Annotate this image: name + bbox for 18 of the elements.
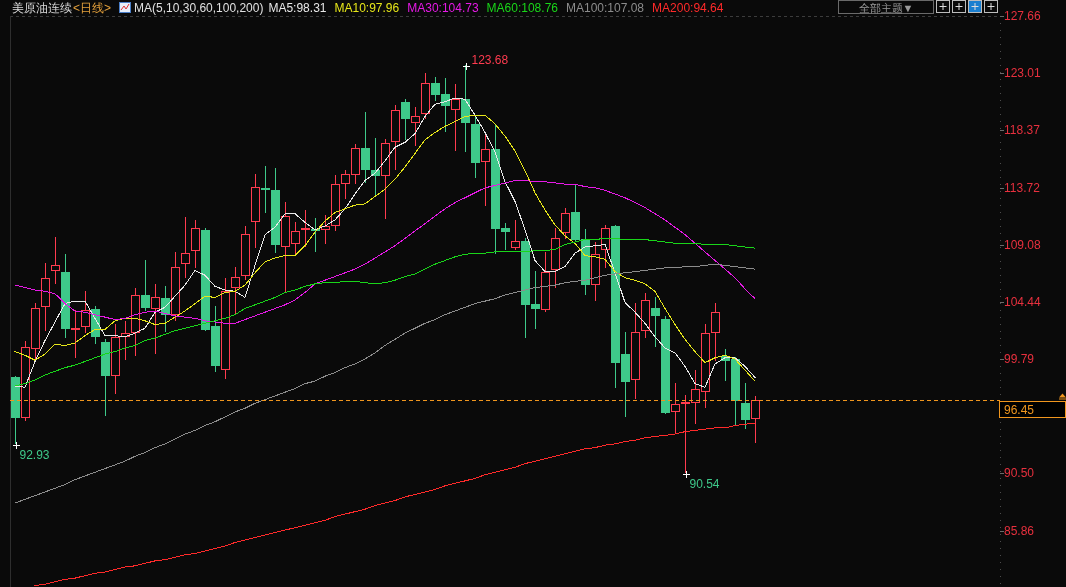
value-label: 123.68 [471,52,509,67]
y-tick-label: 104.44 [1004,294,1042,309]
value-label: 92.93 [19,447,50,462]
y-tick-label: 123.01 [1004,66,1042,81]
ref-line-label: 96.45 [1004,403,1035,417]
y-tick-label: 113.72 [1004,180,1041,195]
y-tick-label: 109.08 [1004,237,1042,252]
title: 美原油连续 [12,0,72,15]
y-tick-label: 127.66 [1004,9,1042,23]
y-tick-label: 118.37 [1004,123,1041,138]
subtitle: <日线> [73,0,111,15]
button: 全部主题▼ [838,0,934,14]
ref-label: 96.45 [999,401,1066,418]
y-tick-label: 90.50 [1004,466,1035,481]
value-label: 90.54 [689,476,720,491]
y-tick-label: 99.79 [1004,352,1035,367]
y-tick-label: 85.86 [1004,523,1035,538]
legend: MA(5,10,30,60,100,200) MA5:98.31 MA10:97.96 MA30:104.73 MA60:108.76 MA100:107.08 MA200:94.64 [134,0,724,15]
